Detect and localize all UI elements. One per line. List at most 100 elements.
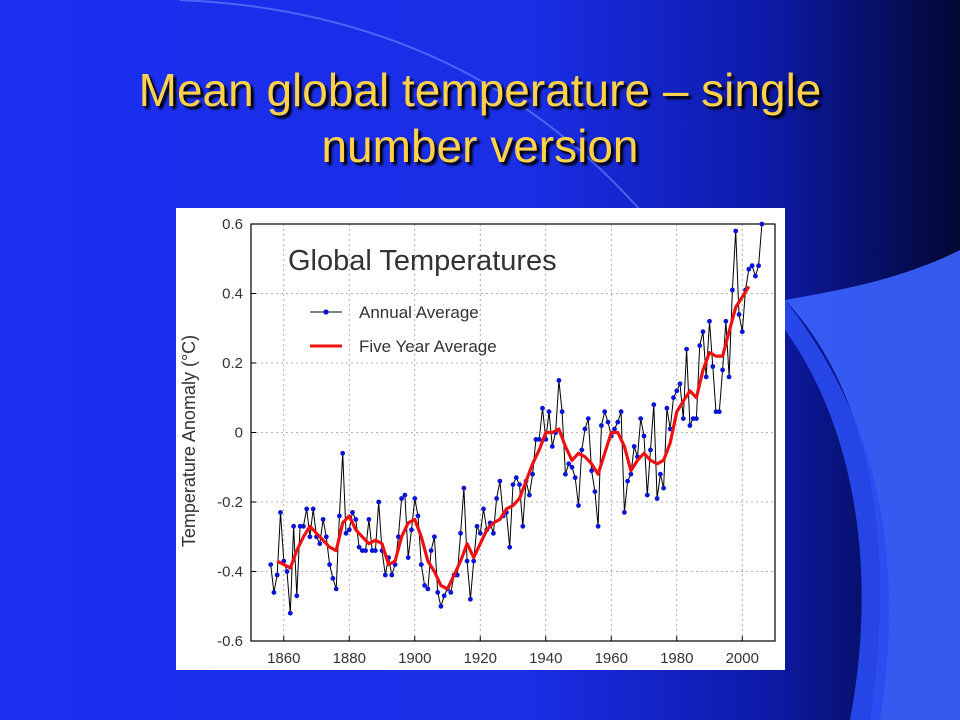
annual-average-point	[317, 541, 323, 547]
annual-average-point	[677, 381, 683, 387]
annual-average-point	[661, 485, 666, 491]
annual-average-point	[461, 485, 467, 491]
annual-average-point	[438, 603, 444, 609]
chart-panel: 1860 1880 1900 1920 1940 1960 1980 2000 -0.6 -0.4…	[176, 208, 785, 670]
annual-average-point	[612, 426, 617, 432]
annual-average-point	[730, 287, 735, 293]
annual-average-point	[536, 437, 542, 442]
annual-average-point	[589, 468, 594, 474]
annual-average-point	[625, 478, 630, 484]
annual-average-point	[556, 378, 562, 383]
annual-average-point	[458, 530, 463, 536]
chart-title: Global Temperatures	[288, 245, 557, 277]
annual-average-point	[680, 416, 686, 421]
temperature-chart: 1860 1880 1900 1920 1940 1960 1980 2000 -0.6 -0.4…	[179, 216, 776, 667]
annual-average-point	[517, 482, 522, 487]
annual-average-line	[270, 223, 763, 614]
annual-average-point	[592, 489, 598, 494]
annual-average-point	[631, 444, 637, 449]
annual-average-point	[628, 471, 634, 477]
annual-average-point	[664, 405, 670, 411]
annual-average-point	[710, 364, 716, 369]
legend-annual-swatch-marker	[323, 309, 329, 315]
annual-average-point	[595, 523, 601, 529]
annual-average-point	[481, 506, 486, 512]
annual-average-point	[605, 419, 611, 425]
annual-average-point	[703, 374, 709, 380]
annual-average-point	[582, 426, 588, 432]
y-axis-label: Temperature Anomaly (°C)	[179, 335, 199, 547]
annual-average-point	[694, 416, 699, 421]
annual-average-point	[563, 471, 568, 477]
y-tick-label: 0	[235, 425, 243, 442]
annual-average-point	[510, 482, 516, 487]
x-tick-label: 1880	[333, 650, 366, 667]
annual-average-point	[638, 416, 644, 421]
annual-average-point	[576, 503, 581, 508]
annual-average-point	[425, 586, 431, 592]
annual-average-point	[648, 447, 653, 453]
annual-average-point	[746, 266, 752, 272]
annual-average-point	[415, 513, 421, 519]
slide-title: Mean global temperature – single number …	[0, 62, 960, 174]
annual-average-point	[287, 610, 293, 616]
legend-annual-label: Annual Average	[359, 303, 479, 322]
chart-grid	[251, 223, 775, 642]
annual-average-point	[448, 590, 454, 595]
legend-five-year-label: Five Year Average	[359, 337, 497, 356]
five-year-average-line	[276, 285, 751, 591]
annual-average-point	[690, 416, 696, 421]
slide-title-line-1: Mean global temperature – single	[138, 64, 822, 116]
annual-average-point	[389, 572, 395, 578]
annual-average-point	[527, 492, 532, 498]
annual-average-point	[759, 221, 765, 227]
annual-average-point	[739, 329, 745, 335]
annual-average-point	[340, 450, 346, 456]
annual-average-point	[428, 548, 434, 553]
annual-average-point	[435, 590, 441, 595]
annual-average-point	[585, 416, 591, 421]
annual-average-point	[658, 471, 663, 477]
annual-average-point	[353, 517, 359, 522]
annual-average-point	[474, 523, 480, 529]
annual-average-point	[697, 343, 703, 348]
annual-average-point	[713, 409, 719, 415]
annual-average-point	[320, 517, 326, 522]
annual-average-point	[540, 405, 545, 411]
annual-average-point	[356, 544, 362, 550]
annual-average-point	[674, 388, 680, 394]
axis-ticks: 1860 1880 1900 1920 1940 1960 1980 2000 -0.6 -0.4…	[217, 216, 759, 667]
annual-average-point	[494, 496, 499, 501]
annual-average-point	[278, 510, 283, 515]
x-tick-label: 1920	[464, 650, 497, 667]
annual-average-point	[720, 367, 725, 373]
y-tick-label: 0.6	[222, 216, 243, 233]
annual-average-point	[684, 346, 689, 352]
annual-average-series	[268, 221, 765, 616]
annual-average-point	[569, 464, 575, 470]
annual-average-point	[602, 409, 608, 415]
annual-average-point	[399, 496, 404, 501]
annual-average-point	[327, 562, 332, 567]
y-tick-label: -0.2	[217, 494, 243, 511]
annual-average-point	[723, 318, 729, 324]
annual-average-point	[402, 492, 408, 498]
annual-average-point	[520, 523, 526, 529]
annual-average-point	[363, 548, 368, 553]
annual-average-point	[343, 530, 349, 536]
annual-average-point	[396, 534, 401, 540]
annual-average-point	[409, 527, 414, 533]
annual-average-point	[549, 444, 555, 449]
slide-title-line-2: number version	[321, 120, 639, 172]
annual-average-point	[733, 228, 739, 234]
x-tick-label: 1960	[595, 650, 628, 667]
annual-average-point	[346, 527, 352, 533]
annual-average-point	[644, 492, 650, 498]
x-tick-label: 1900	[398, 650, 431, 667]
annual-average-point	[726, 374, 732, 380]
x-tick-label: 1940	[529, 650, 562, 667]
annual-average-point	[559, 409, 565, 415]
annual-average-point	[687, 423, 693, 428]
annual-average-point	[366, 517, 372, 522]
annual-average-point	[641, 433, 647, 439]
